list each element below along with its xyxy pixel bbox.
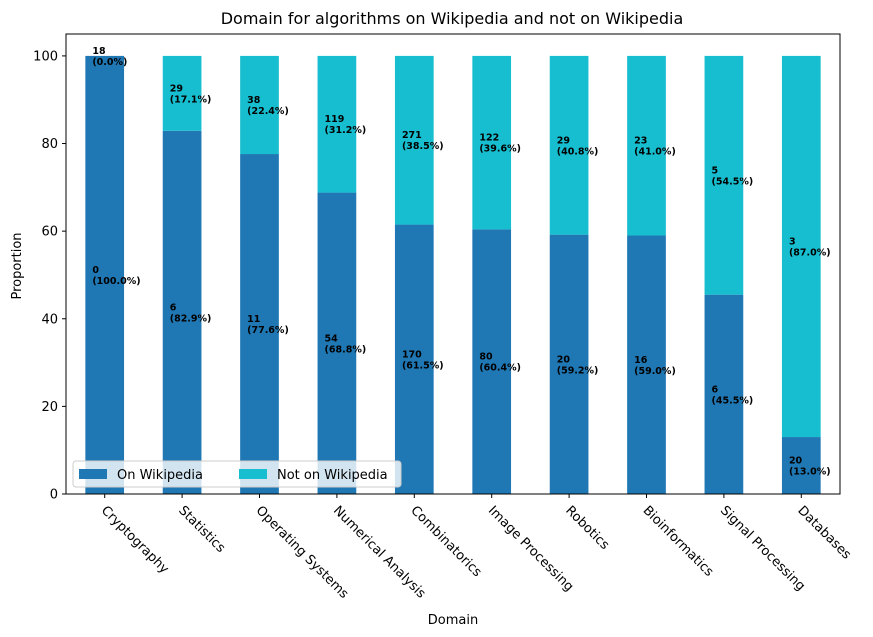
bar-on-wikipedia-3 bbox=[317, 192, 357, 495]
bar-on-wikipedia-1 bbox=[162, 130, 202, 495]
x-axis-title: Domain bbox=[428, 613, 478, 628]
data-label: 38 (22.4%) bbox=[247, 95, 289, 117]
bar-on-wikipedia-8 bbox=[704, 294, 744, 494]
legend-label: On Wikipedia bbox=[117, 468, 203, 483]
x-tick-label: Combinatorics bbox=[407, 503, 484, 580]
bar-on-wikipedia-5 bbox=[472, 229, 512, 494]
bar-not-wikipedia-5 bbox=[472, 55, 512, 230]
data-label: 54 (68.8%) bbox=[325, 333, 367, 355]
y-tick-label: 100 bbox=[33, 49, 58, 64]
bar-not-wikipedia-2 bbox=[240, 55, 279, 155]
bars-layer bbox=[85, 55, 821, 495]
x-tick-label: Robotics bbox=[562, 503, 612, 553]
bar-on-wikipedia-0 bbox=[85, 55, 125, 495]
plot-frame bbox=[65, 33, 841, 495]
y-tick-label: 20 bbox=[41, 400, 58, 415]
x-tick-label: Bioinformatics bbox=[640, 503, 717, 580]
bar-not-wikipedia-9 bbox=[781, 55, 821, 438]
data-label: 29 (40.8%) bbox=[557, 135, 599, 157]
bar-on-wikipedia-4 bbox=[394, 224, 434, 495]
legend: On Wikipedia Not on Wikipedia bbox=[72, 460, 402, 488]
legend-swatch-not-wikipedia bbox=[239, 469, 267, 479]
y-tick-label: 80 bbox=[41, 137, 58, 152]
data-label: 16 (59.0%) bbox=[634, 355, 676, 377]
y-tick-label: 0 bbox=[50, 488, 58, 503]
bar-not-wikipedia-8 bbox=[704, 55, 744, 295]
legend-swatch-on-wikipedia bbox=[79, 469, 107, 479]
y-axis: 0 20 40 60 80 100 bbox=[33, 49, 66, 503]
data-label: 20 (13.0%) bbox=[789, 456, 831, 478]
data-label: 80 (60.4%) bbox=[479, 352, 521, 374]
y-tick-label: 60 bbox=[41, 225, 58, 240]
x-tick-label: Cryptography bbox=[98, 503, 172, 577]
bar-not-wikipedia-3 bbox=[317, 55, 357, 193]
data-label: 11 (77.6%) bbox=[247, 314, 289, 336]
data-label: 0 (100.0%) bbox=[92, 265, 140, 287]
bar-not-wikipedia-7 bbox=[627, 55, 666, 236]
data-label: 6 (82.9%) bbox=[170, 302, 212, 324]
bar-on-wikipedia-6 bbox=[549, 234, 589, 494]
bar-on-wikipedia-7 bbox=[627, 235, 666, 494]
data-label: 23 (41.0%) bbox=[634, 136, 676, 158]
legend-label: Not on Wikipedia bbox=[277, 468, 388, 483]
data-label: 3 (87.0%) bbox=[789, 236, 831, 258]
data-label: 20 (59.2%) bbox=[557, 354, 599, 376]
data-label: 170 (61.5%) bbox=[402, 349, 444, 371]
data-label: 18 (0.0%) bbox=[92, 46, 127, 68]
bar-not-wikipedia-4 bbox=[394, 55, 434, 225]
bar-on-wikipedia-2 bbox=[240, 154, 279, 495]
x-tick-label: Signal Processing bbox=[717, 503, 808, 594]
y-axis-title: Proportion bbox=[10, 232, 25, 299]
data-label: 119 (31.2%) bbox=[325, 114, 367, 136]
x-tick-label: Image Processing bbox=[485, 503, 576, 594]
data-label: 5 (54.5%) bbox=[712, 165, 754, 187]
data-labels-layer: 0 (100.0%) 18 (0.0%) 6 (82.9%) 29 (17.1%) 11 (77.… bbox=[92, 46, 830, 478]
data-label: 122 (39.6%) bbox=[479, 133, 521, 155]
x-tick-label: Databases bbox=[794, 503, 853, 562]
x-tick-label: Statistics bbox=[175, 503, 228, 556]
bar-not-wikipedia-1 bbox=[162, 55, 202, 131]
y-tick-label: 40 bbox=[41, 312, 58, 327]
x-axis: Cryptography Statistics Operating SystemsN… bbox=[98, 494, 854, 602]
data-label: 29 (17.1%) bbox=[170, 83, 212, 105]
bar-not-wikipedia-6 bbox=[549, 55, 589, 235]
bar-on-wikipedia-9 bbox=[781, 437, 821, 494]
data-label: 6 (45.5%) bbox=[712, 384, 754, 406]
chart-title: Domain for algorithms on Wikipedia and n… bbox=[221, 9, 684, 28]
data-label: 271 (38.5%) bbox=[402, 130, 444, 152]
legend-box bbox=[72, 460, 402, 488]
